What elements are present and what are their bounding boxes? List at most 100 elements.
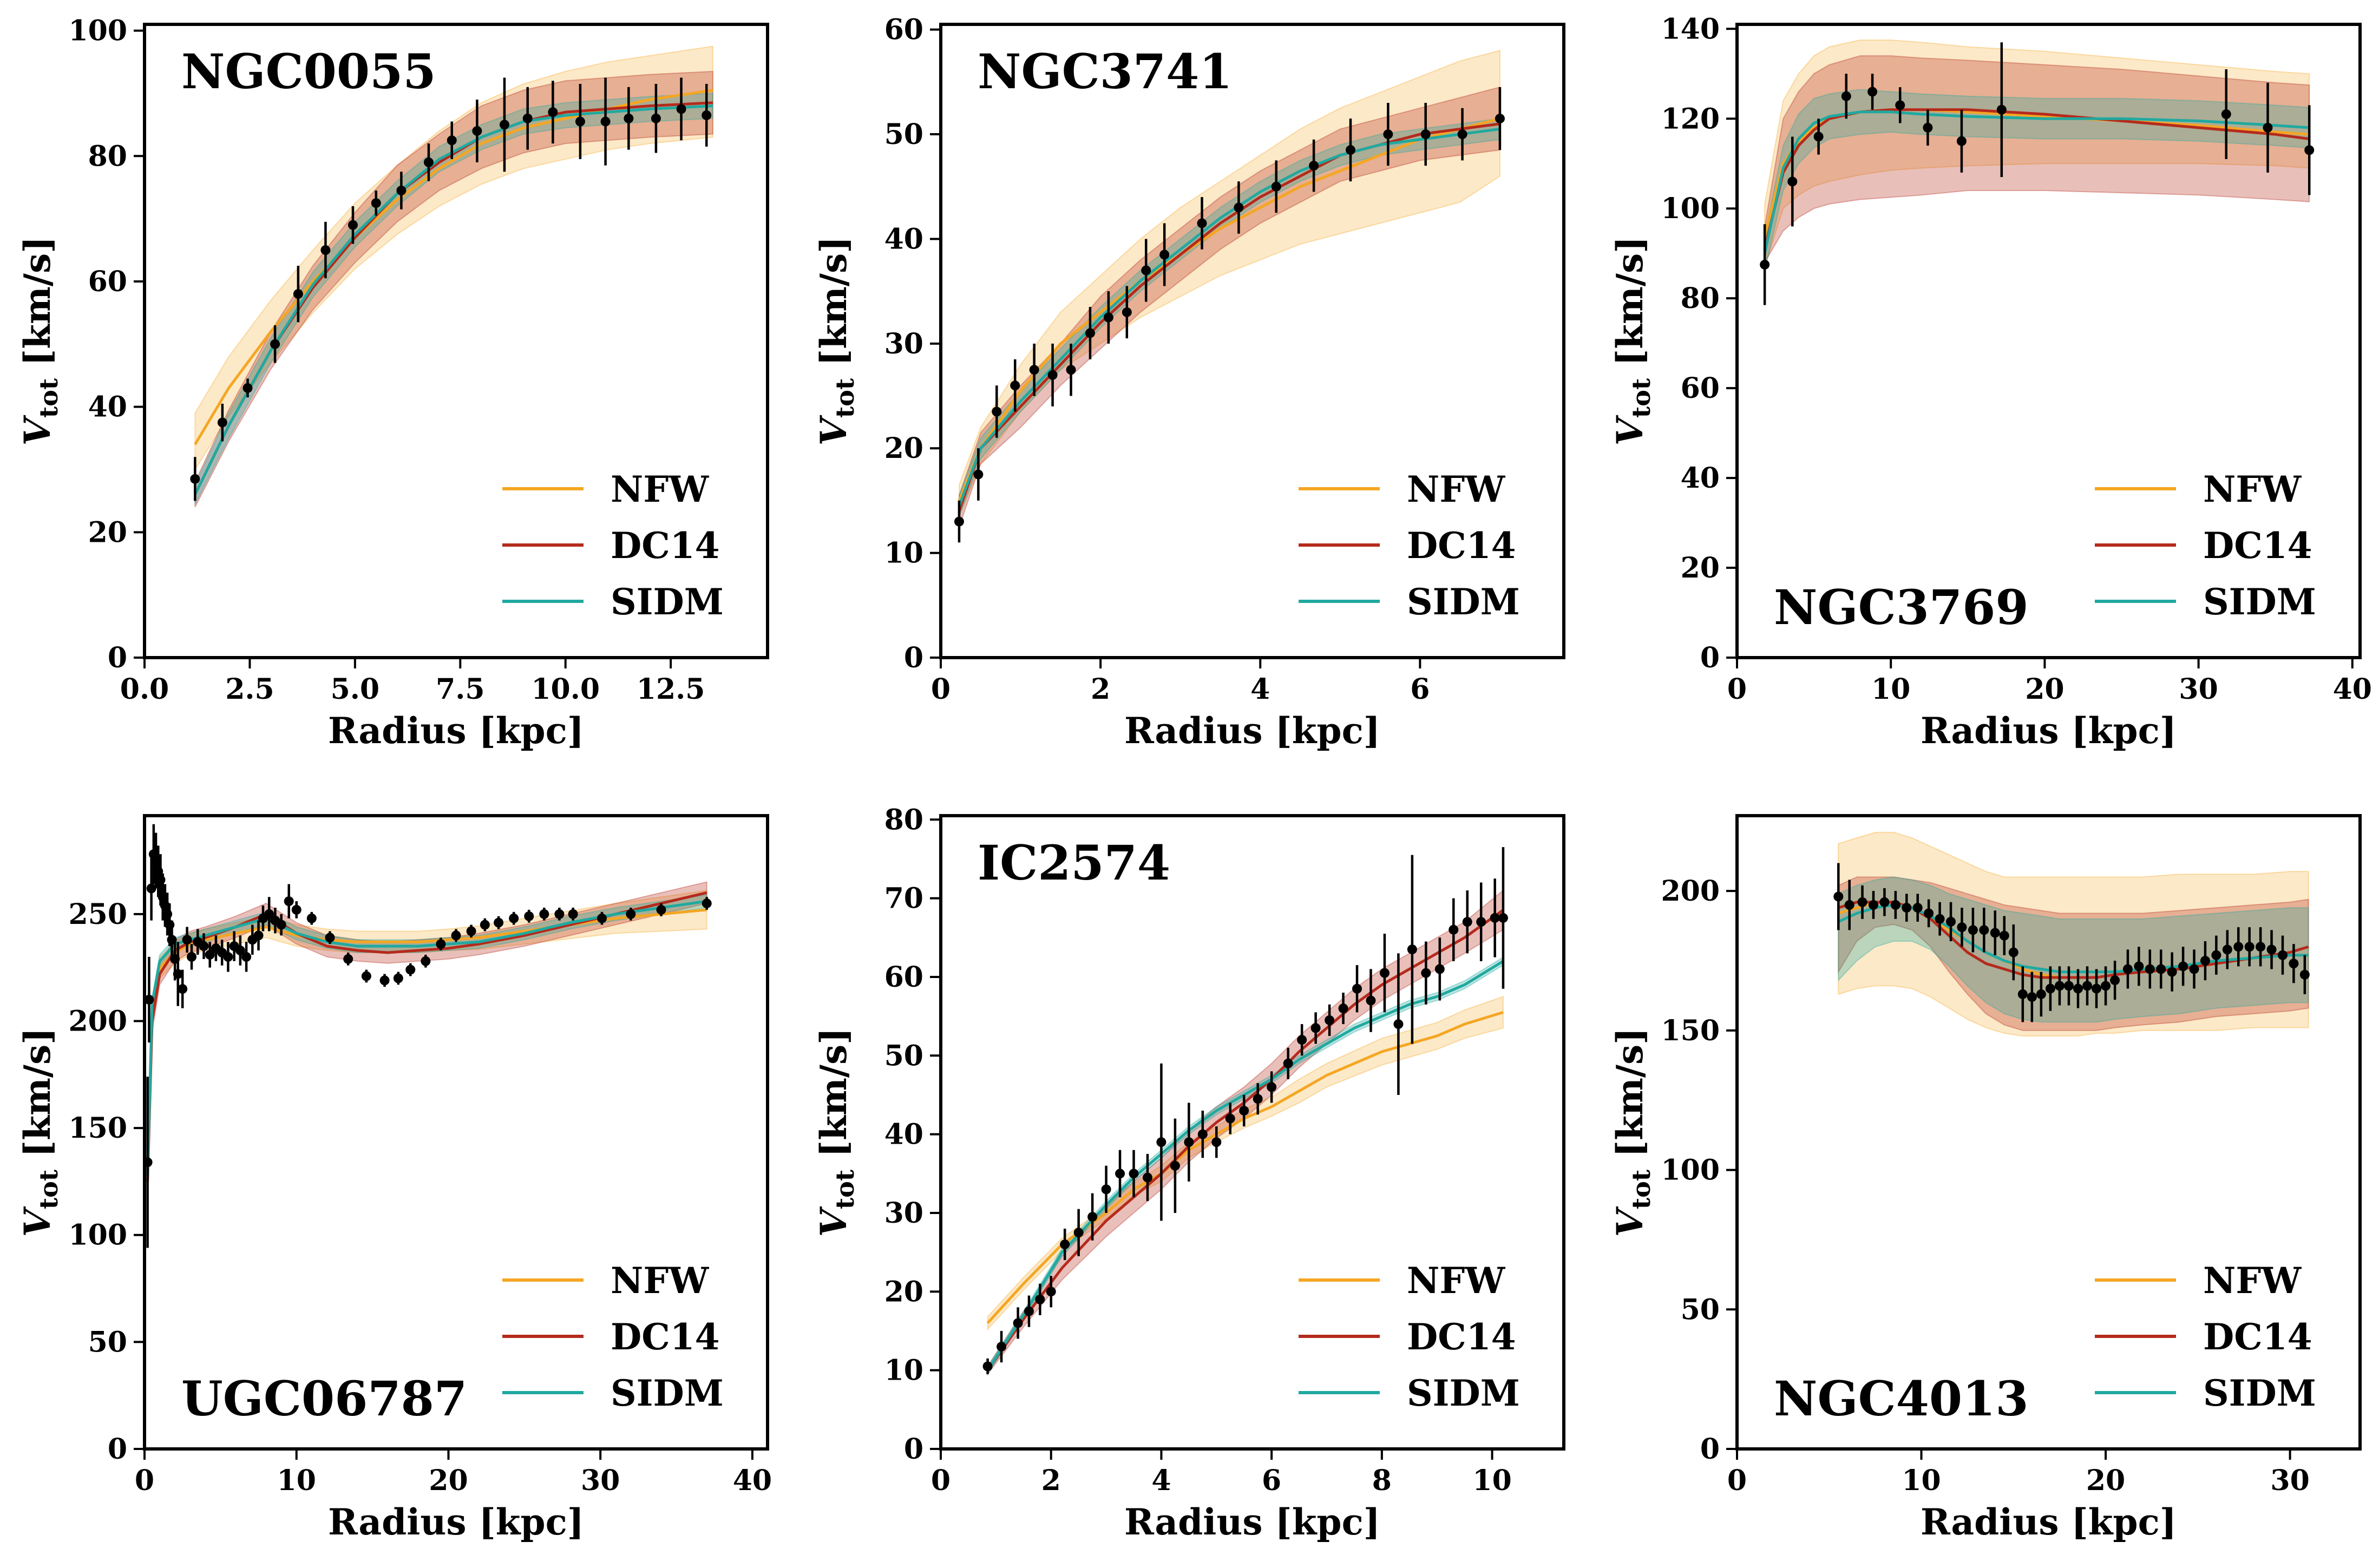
data-point	[997, 1342, 1007, 1352]
plot-area	[1760, 40, 2315, 305]
data-point	[320, 245, 331, 255]
y-tick-label: 50	[88, 1326, 127, 1359]
legend-label-dc14: DC14	[2203, 524, 2312, 567]
y-tick-label: 250	[68, 898, 127, 931]
data-point	[1297, 1035, 1307, 1045]
x-tick-label: 20	[429, 1464, 468, 1497]
y-tick-label: 20	[884, 432, 923, 465]
data-point	[2200, 956, 2210, 966]
data-point	[1142, 1172, 1152, 1183]
x-tick-label: 4	[1151, 1464, 1171, 1497]
y-tick-label: 40	[88, 391, 127, 424]
data-point	[2304, 145, 2315, 155]
data-point	[1234, 202, 1244, 213]
y-axis-title-main: V	[812, 415, 855, 445]
data-point	[1996, 104, 2007, 115]
y-tick-label: 0	[904, 1433, 923, 1466]
legend-label-sidm: SIDM	[1407, 581, 1520, 623]
data-point	[2256, 942, 2266, 952]
y-tick-label: 0	[904, 641, 923, 674]
legend-label-nfw: NFW	[611, 1259, 709, 1302]
data-point	[241, 952, 252, 962]
data-point	[1129, 1169, 1139, 1179]
data-point	[2101, 981, 2111, 991]
axes-frame	[143, 814, 769, 1451]
y-axis-title-subscript: tot	[34, 378, 63, 418]
data-point	[243, 383, 253, 393]
y-tick-label: 100	[68, 1219, 127, 1252]
y-tick-label: 50	[884, 118, 923, 151]
data-point	[1912, 903, 1923, 913]
data-point	[1085, 328, 1095, 338]
legend-label-sidm: SIDM	[2203, 581, 2316, 623]
x-tick-label: 8	[1372, 1464, 1392, 1497]
data-point	[2134, 961, 2144, 972]
x-tick-label: 0	[135, 1464, 154, 1497]
legend-label-nfw: NFW	[2203, 1259, 2302, 1302]
data-point	[270, 339, 280, 349]
y-axis-title-main: V	[16, 415, 58, 445]
y-tick-label: 40	[884, 1118, 923, 1151]
series-line-sidm	[1763, 110, 2310, 254]
panel-ugc06787: 0 10 20 30 40 0 50 100 150 200 250 Radius [kpc] Vtot…	[16, 814, 772, 1543]
data-point	[291, 904, 302, 915]
data-point	[1271, 181, 1281, 192]
data-point	[451, 930, 461, 941]
data-point	[1787, 176, 1798, 187]
data-point	[1924, 908, 1934, 919]
panel-ngc3769: 0 10 20 30 40 0 20 40 60 80 100 120 140 Radius [kpc] V…	[1609, 12, 2372, 752]
data-point	[954, 516, 964, 527]
data-point	[396, 185, 407, 195]
data-point	[1902, 903, 1912, 913]
data-point	[145, 994, 154, 1005]
data-point	[1047, 370, 1058, 380]
data-point	[2054, 981, 2065, 991]
data-point	[1197, 1129, 1208, 1139]
panel-name: IC2574	[978, 835, 1170, 891]
x-tick-label: 40	[733, 1464, 772, 1497]
data-point	[1024, 1306, 1034, 1316]
y-tick-label: 60	[884, 961, 923, 994]
data-point	[1857, 897, 1867, 907]
data-point	[1283, 1058, 1293, 1068]
y-axis-title-subscript: tot	[830, 1169, 860, 1209]
data-point	[1957, 922, 1967, 933]
data-point	[1420, 129, 1431, 140]
data-point	[1868, 900, 1878, 910]
x-tick-label: 10	[277, 1464, 316, 1497]
data-point	[2017, 989, 2028, 999]
data-point	[2277, 950, 2288, 960]
data-point	[348, 220, 358, 230]
data-point	[1999, 930, 2009, 941]
data-point	[1841, 91, 1851, 101]
data-point	[509, 913, 519, 923]
data-point	[992, 406, 1002, 417]
y-tick-label: 80	[884, 803, 923, 836]
data-point	[2222, 944, 2232, 955]
data-point	[223, 952, 233, 962]
y-axis-title-unit: [km/s]	[1609, 1028, 1651, 1170]
data-point	[1338, 1003, 1348, 1014]
y-tick-label: 200	[68, 1005, 127, 1038]
data-point	[1462, 917, 1472, 927]
data-point	[284, 896, 294, 907]
data-point	[2073, 983, 2083, 994]
data-point	[1457, 129, 1467, 140]
data-point	[145, 1157, 153, 1167]
x-tick-label: 0	[1727, 1464, 1747, 1497]
data-point	[2178, 961, 2188, 972]
legend-label-sidm: SIDM	[611, 581, 724, 623]
data-point	[626, 909, 636, 919]
y-tick-label: 20	[1681, 552, 1720, 585]
data-point	[2221, 109, 2231, 119]
legend-label-sidm: SIDM	[611, 1372, 724, 1414]
y-tick-label: 20	[884, 1275, 923, 1308]
x-tick-label: 0	[931, 1464, 951, 1497]
data-point	[421, 956, 431, 966]
y-axis-title-subscript: tot	[34, 1169, 63, 1209]
data-point	[1309, 161, 1319, 171]
y-tick-label: 200	[1661, 875, 1720, 908]
data-point	[480, 920, 490, 930]
